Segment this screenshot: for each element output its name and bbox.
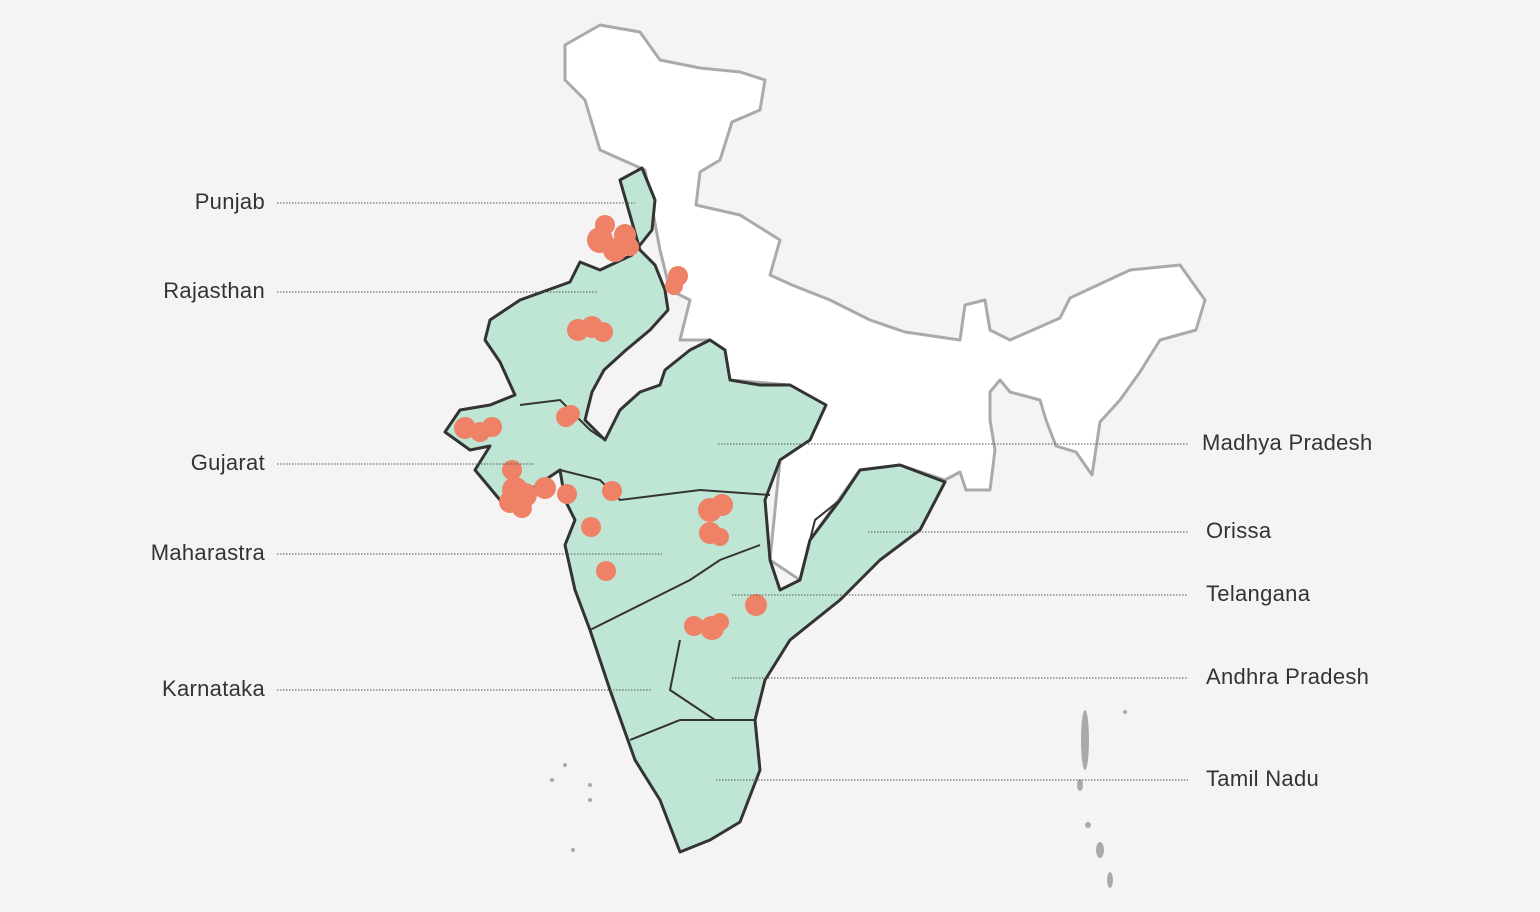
state-label: Madhya Pradesh bbox=[1202, 430, 1373, 455]
state-label: Punjab bbox=[195, 189, 265, 214]
island bbox=[588, 783, 592, 787]
island bbox=[571, 848, 575, 852]
location-dot bbox=[534, 477, 556, 499]
state-label: Orissa bbox=[1206, 518, 1272, 543]
state-borders bbox=[519, 398, 841, 741]
location-dot bbox=[711, 613, 729, 631]
highlighted-states bbox=[443, 166, 947, 854]
state-border bbox=[668, 639, 755, 721]
island bbox=[1077, 779, 1083, 791]
state-label: Gujarat bbox=[191, 450, 265, 475]
location-dot bbox=[593, 322, 613, 342]
location-dot bbox=[482, 417, 502, 437]
island bbox=[1107, 872, 1113, 888]
island bbox=[588, 798, 592, 802]
island bbox=[1123, 710, 1127, 714]
state-label: Maharastra bbox=[151, 540, 266, 565]
islands bbox=[550, 710, 1127, 888]
state-label: Tamil Nadu bbox=[1206, 766, 1319, 791]
island bbox=[1085, 822, 1091, 828]
location-dot bbox=[621, 238, 639, 256]
location-dot bbox=[665, 277, 683, 295]
location-dot bbox=[562, 405, 580, 423]
state-label: Karnataka bbox=[162, 676, 265, 701]
location-dot bbox=[684, 616, 704, 636]
island bbox=[550, 778, 554, 782]
state-label: Rajasthan bbox=[163, 278, 265, 303]
location-dot bbox=[596, 561, 616, 581]
location-dots bbox=[454, 215, 767, 640]
location-dot bbox=[581, 517, 601, 537]
state-border bbox=[629, 719, 715, 741]
state-border bbox=[559, 469, 771, 502]
location-dot bbox=[745, 594, 767, 616]
state-border bbox=[589, 544, 761, 631]
location-dot bbox=[502, 460, 522, 480]
island bbox=[563, 763, 567, 767]
location-dot bbox=[711, 528, 729, 546]
location-dot bbox=[557, 484, 577, 504]
location-dot bbox=[711, 494, 733, 516]
state-border bbox=[799, 499, 841, 581]
location-dot bbox=[602, 481, 622, 501]
state-label: Andhra Pradesh bbox=[1206, 664, 1369, 689]
state-label: Telangana bbox=[1206, 581, 1311, 606]
island bbox=[1081, 710, 1089, 770]
location-dot bbox=[512, 498, 532, 518]
location-dot bbox=[595, 215, 615, 235]
island bbox=[1096, 842, 1104, 858]
